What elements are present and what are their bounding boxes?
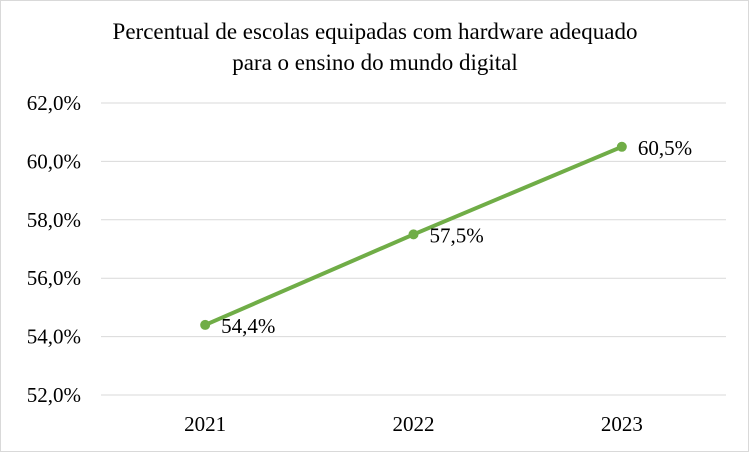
y-tick-label: 62,0% [27, 91, 81, 115]
data-label: 54,4% [221, 314, 275, 338]
data-label: 60,5% [638, 136, 692, 160]
y-tick-label: 60,0% [27, 149, 81, 173]
x-tick-label: 2023 [601, 412, 643, 436]
data-point [200, 319, 211, 330]
y-tick-label: 58,0% [27, 208, 81, 232]
x-tick-label: 2021 [184, 412, 226, 436]
gridlines [101, 102, 726, 396]
y-tick-label: 56,0% [27, 266, 81, 290]
y-axis-tick-labels: 52,0% 54,0% 56,0% 58,0% 60,0% 62,0% [27, 91, 81, 407]
data-label: 57,5% [430, 223, 484, 247]
data-point [408, 229, 419, 240]
y-tick-label: 54,0% [27, 325, 81, 349]
series-group [200, 141, 627, 330]
data-labels: 54,4% 57,5% 60,5% [221, 136, 692, 338]
x-tick-label: 2022 [393, 412, 435, 436]
data-point [616, 141, 627, 152]
x-axis-tick-labels: 2021 2022 2023 [184, 412, 643, 436]
chart-title-line-2: para o ensino do mundo digital [232, 50, 518, 75]
y-tick-label: 52,0% [27, 383, 81, 407]
chart-title-line-1: Percentual de escolas equipadas com hard… [113, 19, 638, 44]
